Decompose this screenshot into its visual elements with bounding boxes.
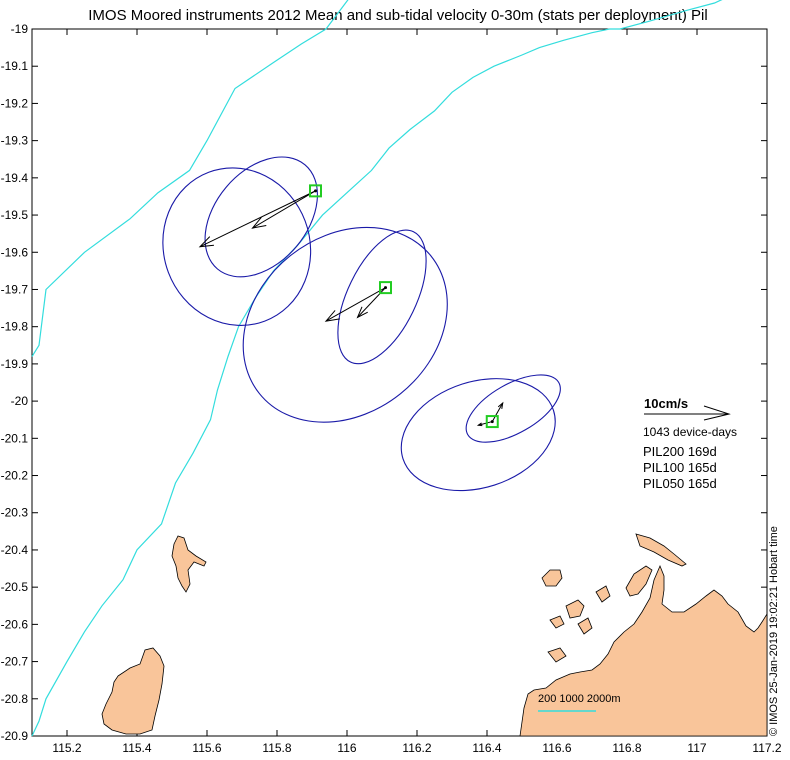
station-marker — [379, 281, 392, 295]
y-tick-label: -20.1 — [1, 431, 29, 445]
station-point — [490, 420, 494, 424]
velocity-arrow — [491, 402, 504, 422]
y-tick-label: -19.8 — [1, 320, 29, 334]
velocity-arrowhead — [198, 236, 214, 248]
x-tick-label: 117.2 — [752, 741, 781, 755]
station-point — [384, 286, 387, 290]
chart-title: IMOS Moored instruments 2012 Mean and su… — [88, 7, 707, 24]
island-east-3 — [541, 569, 563, 587]
variance-ellipse — [337, 229, 427, 365]
y-tick-label: -20.9 — [1, 729, 29, 743]
y-tick-label: -20.7 — [1, 655, 29, 669]
y-tick-label: -20.6 — [1, 617, 29, 631]
y-tick-label: -19.9 — [1, 357, 29, 371]
velocity-arrow — [357, 287, 386, 318]
velocity-arrow — [252, 190, 316, 229]
y-tick-label: -20.8 — [1, 692, 29, 706]
island-east-2 — [625, 565, 653, 597]
velocity-arrowhead — [497, 401, 504, 409]
x-tick-label: 116.4 — [472, 741, 501, 755]
montebello-islands — [171, 535, 207, 593]
x-tick-label: 115.8 — [262, 741, 291, 755]
x-tick-label: 116.6 — [542, 741, 571, 755]
y-tick-label: -19.7 — [1, 282, 29, 296]
legend-deployment: PIL100 165d — [643, 460, 717, 475]
y-tick-label: -20 — [11, 394, 29, 408]
velocity-arrow — [325, 287, 386, 322]
bathymetry-scale-label: 200 1000 2000m — [538, 693, 621, 705]
velocity-arrowhead — [324, 310, 340, 322]
y-axis: -19 -19.1 -19.2 -19.3 -19.4 -19.5 -19.6 -19.7 -1… — [1, 22, 767, 743]
land-masses — [101, 533, 768, 737]
y-tick-label: -19.5 — [1, 208, 29, 222]
legend-device-days: 1043 device-days — [643, 425, 737, 439]
y-tick-label: -20.4 — [1, 543, 29, 557]
y-tick-label: -19.1 — [1, 59, 29, 73]
x-tick-label: 116.8 — [612, 741, 641, 755]
x-tick-label: 115.6 — [192, 741, 221, 755]
barrow-island — [101, 647, 165, 735]
y-tick-label: -20.5 — [1, 580, 29, 594]
island-east-8 — [547, 647, 567, 663]
plot-frame — [31, 28, 768, 737]
y-tick-label: -20.3 — [1, 506, 29, 520]
y-tick-label: -19.2 — [1, 96, 29, 110]
mainland-coast — [519, 564, 768, 737]
velocity-arrow — [478, 421, 493, 426]
x-tick-label: 117 — [687, 741, 706, 755]
y-tick-label: -19.6 — [1, 245, 29, 259]
y-tick-label: -19 — [11, 22, 29, 36]
legend-scale-label: 10cm/s — [644, 396, 688, 411]
variance-ellipse — [204, 156, 318, 278]
legend: 10cm/s 1043 device-days PIL200 169d PIL1… — [643, 396, 737, 491]
variance-ellipses — [162, 156, 561, 492]
x-tick-label: 115.2 — [52, 741, 81, 755]
station-marker — [309, 184, 322, 198]
velocity-arrowhead — [251, 216, 267, 229]
velocity-arrows — [198, 190, 504, 427]
y-tick-label: -19.3 — [1, 134, 29, 148]
x-tick-label: 116.2 — [402, 741, 431, 755]
legend-deployment: PIL200 169d — [643, 444, 717, 459]
legend-deployment: PIL050 165d — [643, 476, 717, 491]
island-east-7 — [577, 617, 593, 635]
legend-scale-arrowhead — [703, 405, 731, 421]
velocity-arrowhead — [476, 422, 483, 427]
island-east-6 — [595, 585, 611, 603]
y-tick-label: -20.2 — [1, 469, 29, 483]
isobath-line — [31, 0, 723, 737]
x-axis: 115.2 115.4 115.6 115.8 116 116.2 116.4 116.6 11… — [52, 29, 782, 755]
x-tick-label: 115.4 — [122, 741, 151, 755]
velocity-arrow — [199, 190, 316, 248]
isobaths — [31, 0, 723, 737]
island-east-1 — [635, 533, 687, 567]
y-tick-label: -19.4 — [1, 171, 29, 185]
credit-text: © IMOS 25-Jan-2019 19:02:21 Hobart time — [768, 526, 780, 736]
station-markers — [309, 184, 499, 429]
x-tick-label: 116 — [337, 741, 356, 755]
isobath-line — [31, 0, 349, 357]
island-east-4 — [565, 599, 585, 619]
variance-ellipse — [465, 374, 561, 443]
variance-ellipse — [242, 226, 448, 423]
velocity-arrowhead — [356, 306, 368, 319]
station-point — [314, 189, 317, 193]
variance-ellipse — [400, 378, 556, 492]
station-marker — [485, 415, 499, 429]
island-east-5 — [549, 615, 565, 629]
variance-ellipse — [162, 167, 312, 326]
